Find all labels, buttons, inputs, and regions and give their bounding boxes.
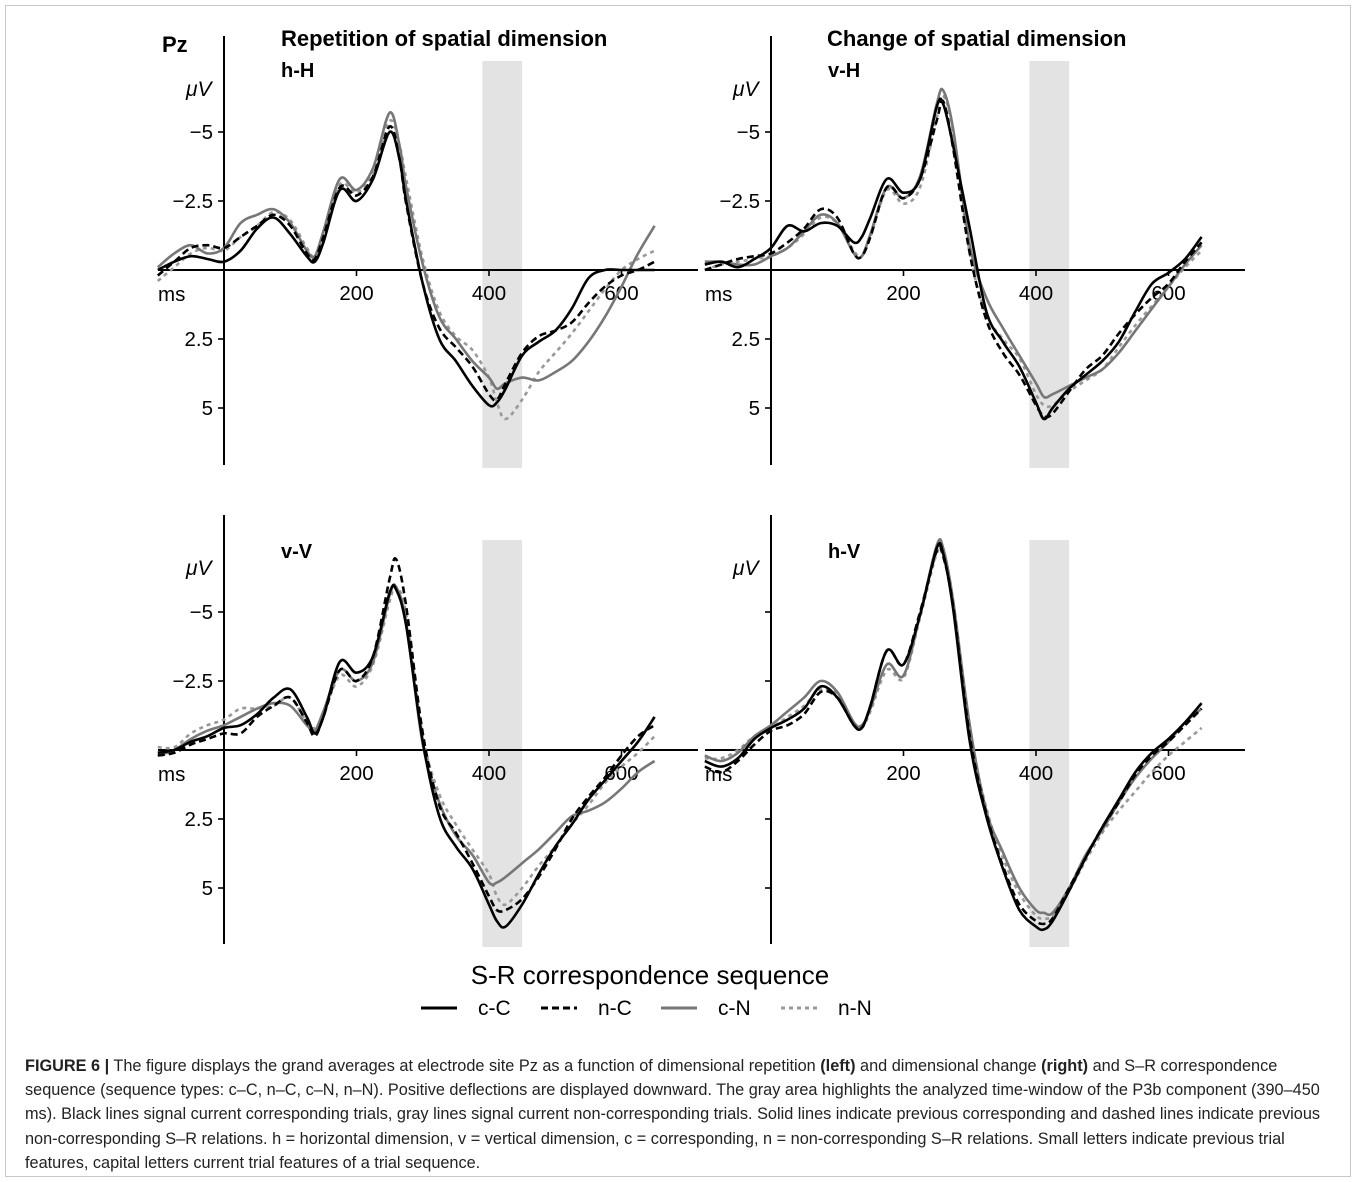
series-line-c-C <box>157 583 656 929</box>
y-unit-label: μV <box>185 78 214 101</box>
p3b-window-shade <box>1029 540 1070 947</box>
y-tick-label: −2.5 <box>173 190 213 213</box>
erp-figure: −5 −2.5 2.5 5 200 400 600 ms μV h-H −5 −2.5 2.5 5 200 4… <box>156 26 1245 1020</box>
legend-title: S-R correspondence sequence <box>471 960 829 990</box>
y-tick-label: −5 <box>190 121 213 144</box>
x-tick-label: 600 <box>604 282 638 305</box>
x-tick-label: 400 <box>472 762 506 785</box>
x-tick-label: 400 <box>1019 762 1053 785</box>
y-tick-label: −2.5 <box>720 190 760 213</box>
series-line-c-N <box>156 111 656 391</box>
x-tick-label: 200 <box>339 762 373 785</box>
caption-right: (right) <box>1041 1057 1089 1075</box>
erp-panel-h-V: 200 400 600 ms μV h-V <box>704 515 1245 947</box>
x-tick-label: 600 <box>1151 762 1185 785</box>
y-unit-label: μV <box>732 78 761 101</box>
left-column-title: Repetition of spatial dimension <box>281 26 607 51</box>
x-unit-label: ms <box>705 763 732 786</box>
caption-part3: and S–R correspondence sequence (sequenc… <box>25 1057 1321 1172</box>
y-tick-label: −5 <box>737 121 760 144</box>
series-line-c-C <box>704 541 1203 932</box>
panel-label: h-V <box>828 541 861 563</box>
y-tick-label: −2.5 <box>173 670 213 693</box>
erp-panel-h-H: −5 −2.5 2.5 5 200 400 600 ms μV h-H <box>156 36 698 468</box>
series-line-n-N <box>157 585 656 907</box>
legend-label-c-N: c-N <box>718 997 751 1020</box>
series-line-n-N <box>704 546 1203 921</box>
panel-label: h-H <box>281 60 314 82</box>
y-tick-label: 2.5 <box>732 328 761 351</box>
caption-left: (left) <box>820 1057 856 1075</box>
series-line-n-C <box>156 125 656 402</box>
x-unit-label: ms <box>705 283 732 306</box>
figure-caption: FIGURE 6 | The figure displays the grand… <box>25 1054 1330 1175</box>
legend-label-c-C: c-C <box>478 997 511 1020</box>
p3b-window-shade <box>482 61 523 468</box>
legend-label-n-C: n-C <box>598 997 632 1020</box>
electrode-label: Pz <box>162 32 188 57</box>
y-unit-label: μV <box>732 557 761 580</box>
right-column-title: Change of spatial dimension <box>827 26 1126 51</box>
caption-label: FIGURE 6 | <box>25 1057 110 1075</box>
x-tick-label: 200 <box>886 762 920 785</box>
x-unit-label: ms <box>158 763 185 786</box>
x-tick-label: 400 <box>1019 282 1053 305</box>
panel-label: v-H <box>828 60 860 82</box>
x-unit-label: ms <box>158 283 185 306</box>
series-line-c-C <box>157 130 655 408</box>
panel-label: v-V <box>281 541 313 563</box>
y-tick-label: 5 <box>749 397 760 420</box>
y-unit-label: μV <box>185 557 214 580</box>
y-tick-label: 2.5 <box>185 808 214 831</box>
x-tick-label: 200 <box>339 282 373 305</box>
series-line-n-C <box>157 557 656 913</box>
figure-frame <box>5 5 1351 1177</box>
caption-part1: The figure displays the grand averages a… <box>109 1057 821 1075</box>
y-tick-label: 2.5 <box>185 328 214 351</box>
legend-label-n-N: n-N <box>838 997 872 1020</box>
legend: c-C n-C c-N n-N <box>421 997 872 1020</box>
x-tick-label: 200 <box>886 282 920 305</box>
p3b-window-shade <box>482 540 523 947</box>
x-tick-label: 400 <box>472 282 506 305</box>
series-line-c-C <box>704 97 1203 421</box>
series-line-c-N <box>704 87 1203 399</box>
caption-part2: and dimensional change <box>855 1057 1042 1075</box>
y-tick-label: −5 <box>190 601 213 624</box>
y-tick-label: 5 <box>202 397 213 420</box>
y-tick-label: 5 <box>202 877 213 900</box>
